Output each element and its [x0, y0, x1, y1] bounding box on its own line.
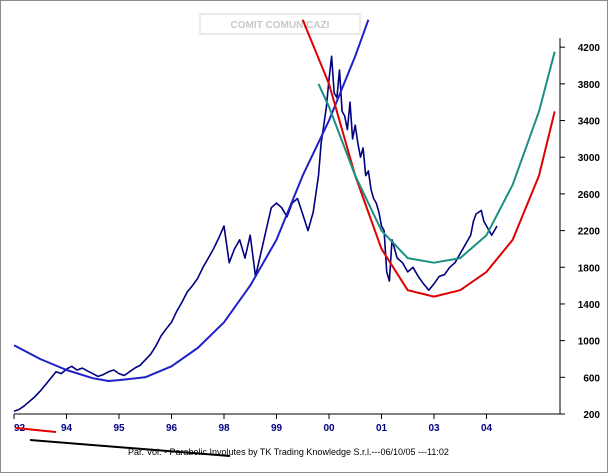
- y-tick-label: 2200: [578, 227, 601, 238]
- x-tick-label: 98: [218, 423, 230, 434]
- red-parabola-line: [301, 19, 556, 298]
- x-tick-label: 96: [166, 423, 178, 434]
- y-tick-label: 1000: [578, 337, 601, 348]
- x-ticks: 92 94 95 96 98 99 00 01 03 04: [13, 414, 493, 434]
- y-tick-label: 1400: [578, 300, 601, 311]
- y-tick-label: 4200: [578, 43, 601, 54]
- y-tick-label: 1800: [578, 263, 601, 274]
- x-tick-label: 04: [481, 423, 493, 434]
- y-tick-label: 3400: [578, 117, 601, 128]
- y-tick-label: 3800: [578, 80, 601, 91]
- x-tick-label: 00: [323, 423, 335, 434]
- watermark-text: COMIT COMUNICAZI: [231, 20, 330, 31]
- legend-red-swatch: [15, 427, 57, 433]
- y-ticks: 200 600 1000 1400 1800 2200 2600 3000 3400 3800 42…: [560, 43, 600, 421]
- y-tick-label: 3000: [578, 153, 601, 164]
- blue-parabola-line: [13, 19, 370, 382]
- x-tick-label: 03: [428, 423, 440, 434]
- teal-parabola-line: [317, 51, 556, 264]
- x-tick-label: 99: [271, 423, 283, 434]
- y-tick-label: 600: [583, 373, 600, 384]
- footer-credit: Par. Vol. - Parabolic Involutes by TK Tr…: [128, 447, 449, 457]
- y-tick-label: 2600: [578, 190, 601, 201]
- x-tick-label: 01: [376, 423, 388, 434]
- series-layer: [13, 19, 556, 412]
- legend-black-swatch: [29, 439, 231, 457]
- x-tick-label: 94: [61, 423, 73, 434]
- y-tick-label: 200: [583, 410, 600, 421]
- x-tick-label: 95: [113, 423, 125, 434]
- price-line: [13, 55, 498, 412]
- watermark-box: [199, 13, 361, 35]
